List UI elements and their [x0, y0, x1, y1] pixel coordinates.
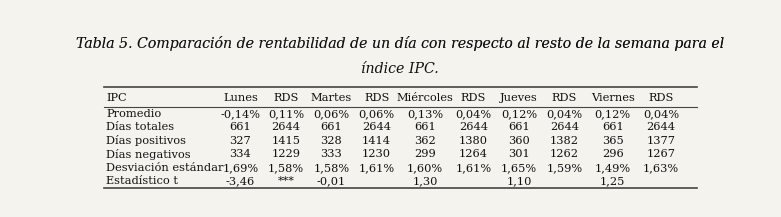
Text: 1415: 1415	[271, 136, 301, 146]
Text: 1382: 1382	[550, 136, 579, 146]
Text: 1380: 1380	[459, 136, 488, 146]
Text: 2644: 2644	[459, 122, 488, 132]
Text: 1,69%: 1,69%	[223, 163, 259, 173]
Text: 328: 328	[320, 136, 342, 146]
Text: 2644: 2644	[271, 122, 301, 132]
Text: Tabla 5. Comparación de rentabilidad de un día con respecto al resto de la seman: Tabla 5. Comparación de rentabilidad de …	[75, 36, 726, 51]
Text: Viernes: Viernes	[590, 93, 635, 103]
Text: Días positivos: Días positivos	[106, 135, 186, 146]
Text: RDS: RDS	[551, 93, 577, 103]
Text: RDS: RDS	[273, 93, 298, 103]
Text: 1377: 1377	[647, 136, 676, 146]
Text: 661: 661	[508, 122, 530, 132]
Text: Martes: Martes	[311, 93, 352, 103]
Text: RDS: RDS	[364, 93, 390, 103]
Text: 1,59%: 1,59%	[546, 163, 583, 173]
Text: 1,60%: 1,60%	[407, 163, 443, 173]
Text: 661: 661	[230, 122, 251, 132]
Text: 1267: 1267	[647, 149, 676, 159]
Text: 0,13%: 0,13%	[407, 109, 443, 119]
Text: 1,61%: 1,61%	[455, 163, 491, 173]
Text: 360: 360	[508, 136, 530, 146]
Text: 0,06%: 0,06%	[313, 109, 349, 119]
Text: Jueves: Jueves	[500, 93, 538, 103]
Text: RDS: RDS	[461, 93, 487, 103]
Text: 661: 661	[320, 122, 342, 132]
Text: 2644: 2644	[362, 122, 391, 132]
Text: Promedio: Promedio	[106, 109, 162, 119]
Text: 1262: 1262	[550, 149, 579, 159]
Text: 1230: 1230	[362, 149, 391, 159]
Text: -0,14%: -0,14%	[220, 109, 261, 119]
Text: 1,30: 1,30	[412, 176, 438, 186]
Text: 333: 333	[320, 149, 342, 159]
Text: Estadístico t: Estadístico t	[106, 176, 178, 186]
Text: 1,58%: 1,58%	[313, 163, 349, 173]
Text: 296: 296	[602, 149, 623, 159]
Text: Días totales: Días totales	[106, 122, 174, 132]
Text: Tabla 5. Comparación de rentabilidad de un día con respecto al resto de la seman: Tabla 5. Comparación de rentabilidad de …	[76, 36, 725, 51]
Text: RDS: RDS	[648, 93, 674, 103]
Text: 334: 334	[230, 149, 251, 159]
Text: 1,61%: 1,61%	[358, 163, 394, 173]
Text: 299: 299	[414, 149, 436, 159]
Text: índice IPC.: índice IPC.	[362, 62, 439, 76]
Text: 0,06%: 0,06%	[358, 109, 394, 119]
Text: 1229: 1229	[271, 149, 301, 159]
Text: 1,58%: 1,58%	[268, 163, 304, 173]
Text: -3,46: -3,46	[226, 176, 255, 186]
Text: 1264: 1264	[459, 149, 488, 159]
Text: 0,04%: 0,04%	[455, 109, 491, 119]
Text: IPC: IPC	[106, 93, 127, 103]
Text: 0,11%: 0,11%	[268, 109, 304, 119]
Text: 0,04%: 0,04%	[546, 109, 583, 119]
Text: ***: ***	[277, 176, 294, 186]
Text: 301: 301	[508, 149, 530, 159]
Text: Desviación estándar: Desviación estándar	[106, 163, 223, 173]
Text: 365: 365	[602, 136, 623, 146]
Text: 661: 661	[414, 122, 436, 132]
Text: Días negativos: Días negativos	[106, 149, 191, 160]
Text: 327: 327	[230, 136, 251, 146]
Text: 0,12%: 0,12%	[594, 109, 631, 119]
Text: 2644: 2644	[550, 122, 579, 132]
Text: 2644: 2644	[647, 122, 676, 132]
Text: 1,49%: 1,49%	[594, 163, 631, 173]
Text: Lunes: Lunes	[223, 93, 258, 103]
Text: 1414: 1414	[362, 136, 391, 146]
Text: 362: 362	[414, 136, 436, 146]
Text: 1,65%: 1,65%	[501, 163, 537, 173]
Text: 661: 661	[602, 122, 623, 132]
Text: 1,25: 1,25	[600, 176, 626, 186]
Text: 1,10: 1,10	[506, 176, 532, 186]
Text: Miércoles: Miércoles	[397, 93, 454, 103]
Text: Tabla 5. Comparación de rentabilidad de un día con respecto al resto de la seman: Tabla 5. Comparación de rentabilidad de …	[76, 36, 725, 51]
Text: 1,63%: 1,63%	[643, 163, 679, 173]
Text: -0,01: -0,01	[316, 176, 346, 186]
Text: 0,12%: 0,12%	[501, 109, 537, 119]
Text: 0,04%: 0,04%	[643, 109, 679, 119]
